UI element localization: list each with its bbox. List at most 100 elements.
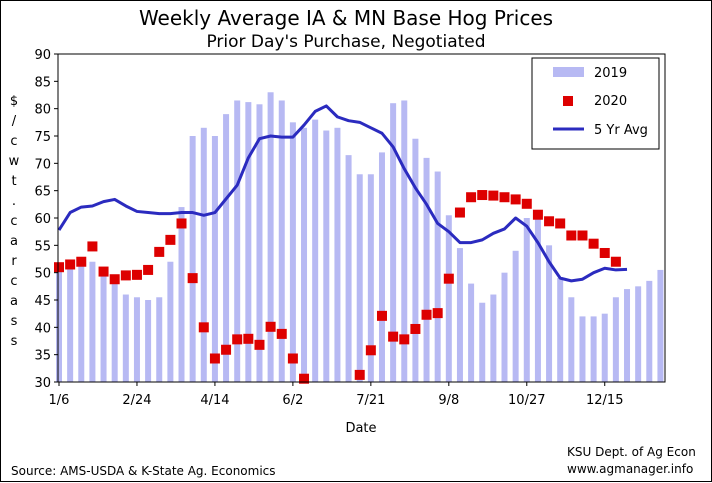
point-2020	[510, 194, 521, 205]
bar-2019	[256, 104, 263, 382]
bar-2019	[189, 136, 196, 382]
y-axis-label-char: .	[12, 194, 16, 209]
x-tick-label: 9/8	[438, 393, 459, 408]
point-2020	[399, 334, 410, 345]
bar-2019	[434, 171, 441, 382]
point-2020	[376, 310, 387, 321]
point-2020	[54, 262, 64, 273]
y-tick-label: 65	[34, 185, 51, 200]
point-2020	[477, 190, 488, 201]
bar-2019	[234, 100, 241, 382]
bar-2019	[89, 261, 96, 382]
bar-2019	[289, 122, 296, 382]
bar-2019	[657, 269, 664, 382]
point-2020	[555, 218, 566, 229]
point-2020	[232, 334, 243, 345]
bar-2019	[612, 297, 619, 382]
bar-2019	[156, 297, 163, 382]
point-2020	[243, 333, 254, 344]
y-tick-label: 50	[34, 267, 51, 282]
y-axis-label-char: $	[10, 94, 18, 109]
chart-subtitle: Prior Day's Purchase, Negotiated	[206, 32, 485, 52]
bar-2019	[412, 138, 419, 382]
point-2020	[365, 345, 376, 356]
bar-2019	[624, 289, 631, 382]
y-axis-label-char: c	[10, 274, 17, 289]
legend-label-5yr-avg: 5 Yr Avg	[594, 123, 648, 138]
y-axis-label-char: c	[10, 134, 17, 149]
point-2020	[499, 192, 510, 203]
bar-2019	[378, 152, 385, 382]
bar-2019	[445, 215, 452, 382]
bar-2019	[590, 316, 597, 382]
y-tick-label: 35	[34, 349, 51, 364]
point-2020	[287, 353, 298, 364]
bar-2019	[278, 100, 285, 382]
bar-2019	[56, 269, 62, 382]
y-tick-label: 30	[34, 376, 51, 391]
legend-label-2020: 2020	[594, 94, 627, 109]
bar-2019	[145, 300, 152, 382]
bar-2019	[367, 174, 374, 382]
bar-2019	[579, 316, 586, 382]
bar-2019	[100, 275, 107, 382]
point-2020	[187, 273, 198, 284]
point-2020	[276, 328, 287, 339]
point-2020	[131, 269, 142, 280]
y-axis-ticks: 30 35 40 45 50 55 60 65 70 75 80 85 90	[34, 48, 58, 391]
bar-2019	[401, 100, 408, 382]
bar-2019	[490, 294, 497, 382]
bar-2019	[568, 297, 575, 382]
bar-2019	[200, 127, 207, 382]
x-tick-label: 7/21	[356, 393, 385, 408]
point-2020	[599, 247, 610, 258]
point-2020	[65, 259, 76, 270]
bar-2019	[67, 264, 74, 382]
legend-label-2019: 2019	[594, 66, 627, 81]
series-line-5yr-avg	[57, 104, 628, 283]
point-2020	[198, 322, 209, 333]
bar-2019	[267, 92, 274, 383]
bar-2019	[356, 174, 363, 382]
point-2020	[421, 309, 432, 320]
bar-2019	[423, 157, 430, 382]
point-2020	[488, 190, 499, 201]
bar-2019	[345, 155, 352, 382]
source-note: Source: AMS-USDA & K-State Ag. Economics	[11, 464, 276, 478]
point-2020	[521, 198, 532, 209]
point-2020	[532, 209, 543, 220]
bars-2019	[56, 92, 664, 383]
bar-2019	[635, 286, 642, 382]
bar-2019	[312, 119, 319, 382]
point-2020	[388, 331, 399, 342]
point-2020	[588, 238, 599, 249]
point-2020	[209, 353, 220, 364]
point-2020	[265, 321, 276, 332]
point-2020	[454, 207, 465, 218]
bar-2019	[122, 294, 129, 382]
x-tick-label: 6/2	[282, 393, 303, 408]
point-2020	[98, 266, 109, 277]
x-tick-label: 12/15	[586, 393, 623, 408]
x-tick-label: 1/6	[49, 393, 70, 408]
y-axis-label-char: t	[11, 174, 16, 189]
bar-2019	[390, 103, 397, 382]
bar-2019	[323, 130, 330, 382]
point-2020	[443, 273, 454, 284]
bar-2019	[133, 297, 140, 382]
bar-2019	[456, 248, 463, 382]
point-2020	[154, 246, 165, 257]
bar-2019	[245, 102, 252, 383]
point-2020	[610, 256, 621, 267]
point-2020	[254, 339, 265, 350]
point-2020	[566, 230, 577, 241]
point-2020	[410, 323, 421, 334]
y-axis-label-char: s	[11, 334, 18, 349]
bar-2019	[557, 278, 564, 382]
point-2020	[432, 308, 443, 319]
y-tick-label: 45	[34, 294, 51, 309]
bar-2019	[646, 280, 653, 382]
